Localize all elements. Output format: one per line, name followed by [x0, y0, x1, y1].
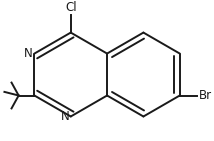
- Text: Cl: Cl: [65, 1, 77, 14]
- Text: N: N: [61, 110, 69, 123]
- Text: Br: Br: [199, 89, 212, 102]
- Text: N: N: [24, 47, 33, 60]
